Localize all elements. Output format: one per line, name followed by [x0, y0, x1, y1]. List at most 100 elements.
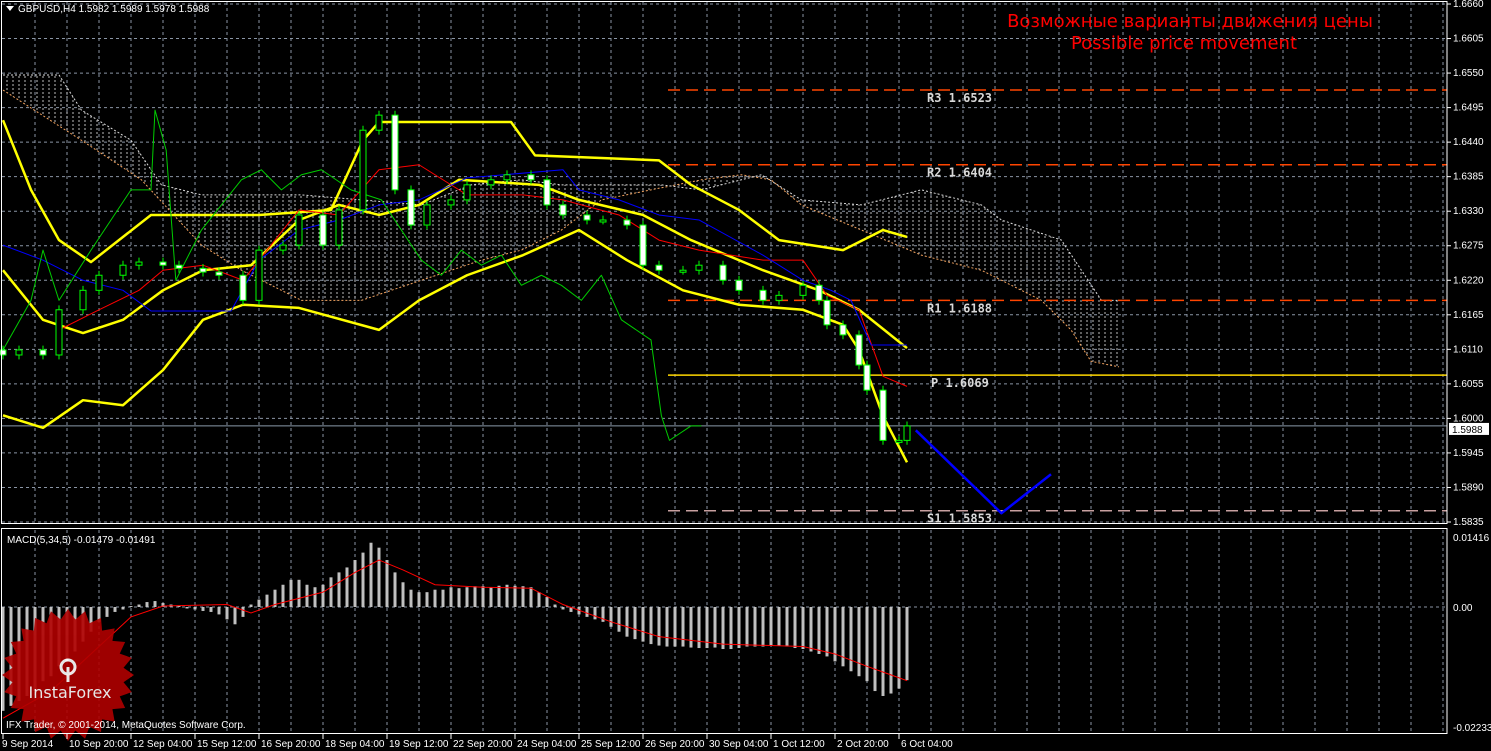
macd-histogram-bar: [881, 607, 885, 696]
price-axis-label: 1.6275: [1453, 241, 1484, 252]
macd-histogram-bar: [257, 599, 261, 607]
candle-bullish: [463, 184, 471, 201]
candle-bearish: [0, 349, 7, 356]
macd-histogram-bar: [465, 587, 469, 607]
macd-histogram-bar: [289, 579, 293, 607]
time-axis-label: 25 Sep 12:00: [581, 739, 641, 750]
candle-bullish: [79, 289, 87, 311]
candle-bearish: [855, 334, 863, 366]
candle-bullish: [775, 294, 783, 301]
macd-histogram-bar: [529, 587, 533, 607]
macd-histogram-bar: [185, 607, 189, 609]
macd-histogram-bar: [521, 586, 525, 607]
macd-histogram-bar: [209, 607, 213, 612]
price-axis-label: 1.6550: [1453, 68, 1484, 79]
macd-axis-label: -0.02233: [1453, 723, 1491, 734]
instaforex-logo: InstaForex: [2, 609, 134, 741]
macd-histogram-bar: [281, 584, 285, 607]
candle-bearish: [159, 261, 167, 266]
macd-histogram-bar: [473, 586, 477, 607]
macd-histogram-bar: [1, 607, 5, 711]
candle-bearish: [823, 299, 831, 326]
macd-histogram-bar: [849, 607, 853, 672]
macd-histogram-bar: [449, 587, 453, 607]
candle-bullish: [487, 179, 495, 186]
annotation-title-en: Possible price movement: [1071, 33, 1297, 54]
macd-histogram-bar: [649, 607, 653, 645]
macd-histogram-bar: [617, 607, 621, 632]
macd-pane: [1, 542, 909, 719]
time-axis-label: 15 Sep 12:00: [197, 739, 257, 750]
macd-histogram-bar: [489, 587, 493, 607]
macd-histogram-bar: [137, 604, 141, 607]
candle-bullish: [679, 269, 687, 273]
macd-histogram-bar: [241, 607, 245, 617]
macd-histogram-bar: [553, 604, 557, 607]
pivot-levels: R3 1.6523 R2 1.6404 R1 1.6188 P 1.6069 S1 1.…: [2, 89, 1447, 526]
candle-bullish: [119, 264, 127, 276]
macd-histogram-bar: [233, 607, 237, 625]
candle-bearish: [839, 324, 847, 336]
candle-bullish: [135, 261, 143, 266]
macd-histogram-bar: [593, 607, 597, 620]
candle-bullish: [895, 439, 903, 443]
macd-histogram-bar: [497, 585, 501, 607]
macd-histogram-bar: [505, 584, 509, 607]
macd-histogram-bar: [121, 607, 125, 610]
candle-bearish: [199, 267, 207, 273]
time-axis-label: 16 Sep 20:00: [261, 739, 321, 750]
macd-histogram-bar: [273, 589, 277, 607]
macd-histogram-bar: [385, 560, 389, 607]
macd-histogram-bar: [425, 592, 429, 607]
time-axis-label: 9 Sep 2014: [2, 739, 54, 750]
candle-bullish: [375, 114, 383, 131]
candle-bullish: [95, 274, 103, 291]
macd-histogram-bar: [105, 607, 109, 617]
candle-bearish: [215, 271, 223, 276]
dropdown-triangle-icon[interactable]: [6, 6, 14, 11]
macd-histogram-bar: [801, 607, 805, 650]
macd-histogram-bar: [673, 607, 677, 647]
forecast-line: [914, 429, 1052, 515]
macd-histogram-bar: [177, 605, 181, 607]
price-axis-label: 1.6440: [1453, 137, 1484, 148]
macd-histogram-bar: [249, 604, 253, 607]
macd-histogram-bar: [681, 607, 685, 647]
cloud-fill: [3, 74, 1119, 367]
price-axis-label: 1.6000: [1453, 413, 1484, 424]
bollinger-middle-line: [2, 178, 908, 350]
macd-histogram-bar: [665, 607, 669, 647]
macd-histogram-bar: [265, 594, 269, 607]
candle-bullish: [55, 309, 63, 356]
macd-histogram-bar: [145, 602, 149, 607]
price-axis-label: 1.6110: [1453, 344, 1483, 355]
macd-histogram-bar: [545, 597, 549, 607]
macd-histogram-bar: [569, 607, 573, 612]
macd-histogram-bar: [329, 577, 333, 607]
macd-histogram-bar: [129, 606, 133, 608]
macd-histogram-bar: [585, 607, 589, 617]
macd-label: MACD(5,34,5) -0.01479 -0.01491: [7, 535, 156, 546]
price-axis-label: 1.6330: [1453, 206, 1484, 217]
current-price-box: [1449, 422, 1489, 435]
macd-histogram-bar: [433, 589, 437, 607]
macd-histogram-bar: [809, 607, 813, 652]
copyright: IFX Trader, © 2001-2014, MetaQuotes Soft…: [6, 720, 246, 731]
ichimoku-cloud: [2, 74, 1120, 368]
macd-histogram-bar: [113, 607, 117, 612]
macd-histogram-bar: [217, 607, 221, 615]
macd-histogram-bar: [417, 592, 421, 607]
macd-histogram-bar: [785, 607, 789, 647]
current-price-label: 1.5988: [1452, 425, 1483, 436]
macd-histogram-bar: [201, 607, 205, 611]
macd-histogram-bar: [153, 601, 157, 607]
macd-histogram-bar: [841, 607, 845, 667]
macd-histogram-bar: [313, 587, 317, 607]
price-axis-label: 1.6385: [1453, 172, 1484, 183]
macd-histogram-bar: [745, 607, 749, 647]
candle-bearish: [559, 204, 567, 216]
macd-histogram-bar: [601, 607, 605, 622]
candle-bearish: [719, 264, 727, 281]
pivot-label-r1: R1 1.6188: [927, 301, 992, 315]
